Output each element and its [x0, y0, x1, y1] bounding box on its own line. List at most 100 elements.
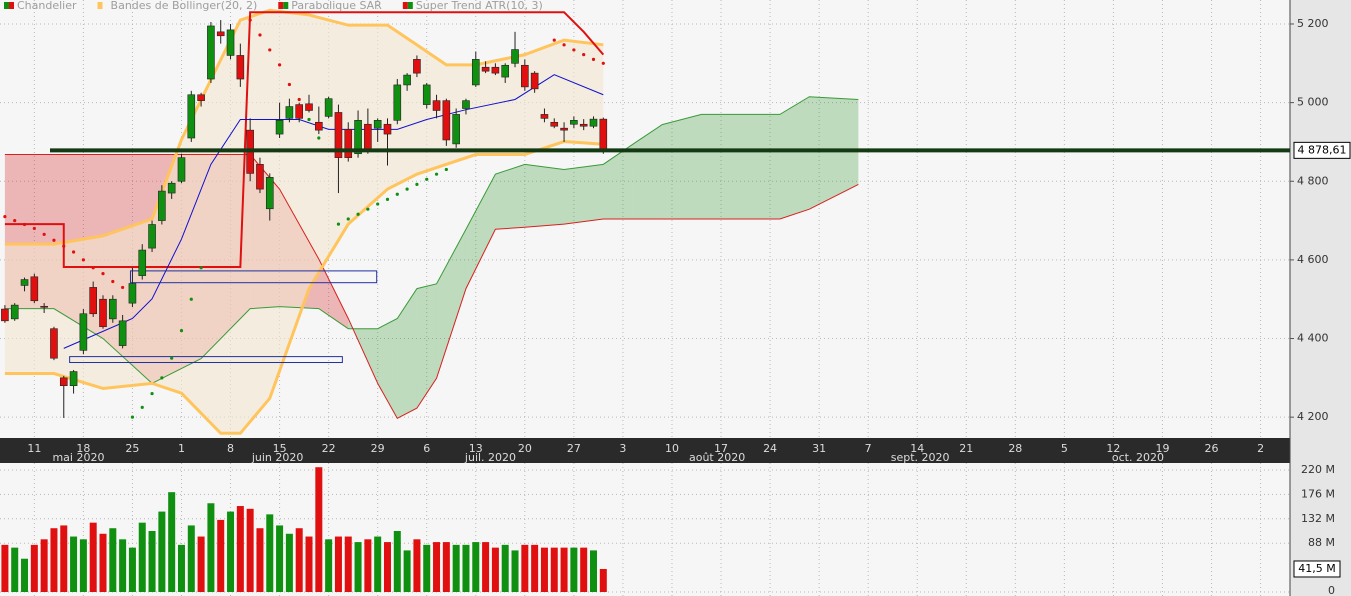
candle-body: [452, 114, 460, 145]
volume-bar: [177, 544, 185, 592]
x-tick-label: 14: [910, 442, 924, 455]
x-tick-label: 24: [763, 442, 777, 455]
volume-bar: [550, 547, 558, 592]
sar-dot: [572, 48, 576, 52]
last-price-label: 4 878,61: [1298, 143, 1347, 156]
sar-dot: [336, 222, 341, 226]
sar-dot: [71, 250, 76, 254]
candle-body: [109, 298, 117, 320]
legend-label: Parabolique SAR: [291, 0, 382, 12]
volume-bar: [30, 544, 38, 592]
y-tick-label: 5 200: [1297, 17, 1329, 30]
sar-dot: [179, 329, 184, 333]
sar-dot: [317, 136, 321, 140]
cloud-fill: [416, 283, 437, 409]
sar-dot: [170, 356, 174, 360]
candle-body: [540, 114, 549, 119]
candle-body: [324, 98, 333, 117]
volume-bar: [472, 542, 480, 592]
volume-bar: [540, 547, 548, 592]
candle-body: [50, 328, 58, 359]
volume-tick-label: 220 M: [1301, 463, 1335, 476]
volume-bar: [511, 550, 519, 592]
volume-tick-label: 176 M: [1301, 487, 1335, 500]
sar-dot: [268, 48, 272, 52]
candle-body: [89, 287, 97, 315]
volume-bar: [305, 536, 313, 592]
sar-dot: [601, 61, 605, 65]
volume-bar: [197, 536, 205, 592]
volume-bar: [158, 511, 166, 592]
x-tick-label: 19: [1155, 442, 1169, 455]
legend-swatch: [402, 2, 408, 9]
volume-value-label: 41,5 M: [1298, 562, 1335, 575]
sar-dot: [3, 215, 7, 219]
volume-bar: [354, 542, 362, 592]
candle-body: [550, 121, 559, 127]
candle-body: [236, 55, 245, 80]
candle-body: [226, 29, 235, 56]
candle-body: [501, 64, 510, 78]
sar-dot: [121, 285, 125, 290]
candle-body: [471, 59, 480, 86]
volume-bar: [236, 506, 244, 592]
cloud-fill: [701, 114, 780, 219]
cloud-fill: [603, 144, 633, 219]
legend-swatch: [97, 2, 103, 9]
x-tick-label: 11: [27, 442, 41, 455]
candle-body: [413, 59, 421, 74]
volume-bar: [227, 511, 235, 592]
candle-body: [511, 49, 519, 64]
volume-bar: [531, 544, 539, 592]
month-label: août 2020: [689, 451, 745, 464]
y-tick-label: 4 800: [1297, 174, 1329, 187]
x-tick-label: 12: [1106, 442, 1120, 455]
zone: [129, 270, 378, 284]
volume-bar: [334, 536, 342, 592]
volume-bar: [40, 539, 48, 592]
volume-bar: [21, 558, 29, 592]
sar-dot: [346, 217, 350, 221]
candle-body: [167, 182, 176, 194]
candle-body: [285, 106, 294, 119]
cloud-fill: [779, 96, 810, 219]
candle-body: [383, 123, 392, 135]
cloud-fill: [397, 288, 417, 419]
sar-dot: [150, 391, 154, 396]
volume-bar: [599, 568, 607, 592]
volume-bar: [491, 547, 499, 592]
candle-body: [30, 276, 39, 302]
marks: [1, 18, 1290, 592]
candle-body: [589, 118, 598, 127]
volume-tick-label: 0: [1328, 584, 1335, 596]
x-tick-label: 18: [76, 442, 90, 455]
volume-bar: [570, 547, 578, 592]
x-tick-label: 2: [1257, 442, 1264, 455]
legend-label: Bandes de Bollinger(20, 2): [111, 0, 258, 12]
volume-bar: [217, 519, 225, 592]
x-tick-label: 8: [227, 442, 234, 455]
sar-dot: [140, 405, 144, 409]
sar-dot: [91, 266, 95, 270]
candle-body: [393, 84, 402, 121]
sar-dot: [42, 232, 46, 236]
sar-dot: [415, 182, 419, 187]
sar-dot: [366, 207, 370, 211]
candle-body: [481, 66, 490, 72]
candle-body: [432, 100, 441, 111]
sar-dot: [562, 43, 566, 47]
cloud-fill: [495, 164, 525, 230]
candle-body: [69, 371, 78, 387]
legend-swatch: [407, 2, 413, 9]
candle-body: [265, 177, 274, 210]
zone: [69, 356, 343, 364]
cloud-fill: [662, 114, 702, 219]
sar-dot: [582, 53, 586, 57]
volume-bar: [246, 508, 254, 592]
volume-bar: [207, 503, 215, 592]
sar-dot: [13, 218, 17, 223]
volume-bar: [589, 550, 597, 592]
legend-swatch: [4, 2, 9, 9]
candle-body: [59, 377, 68, 387]
